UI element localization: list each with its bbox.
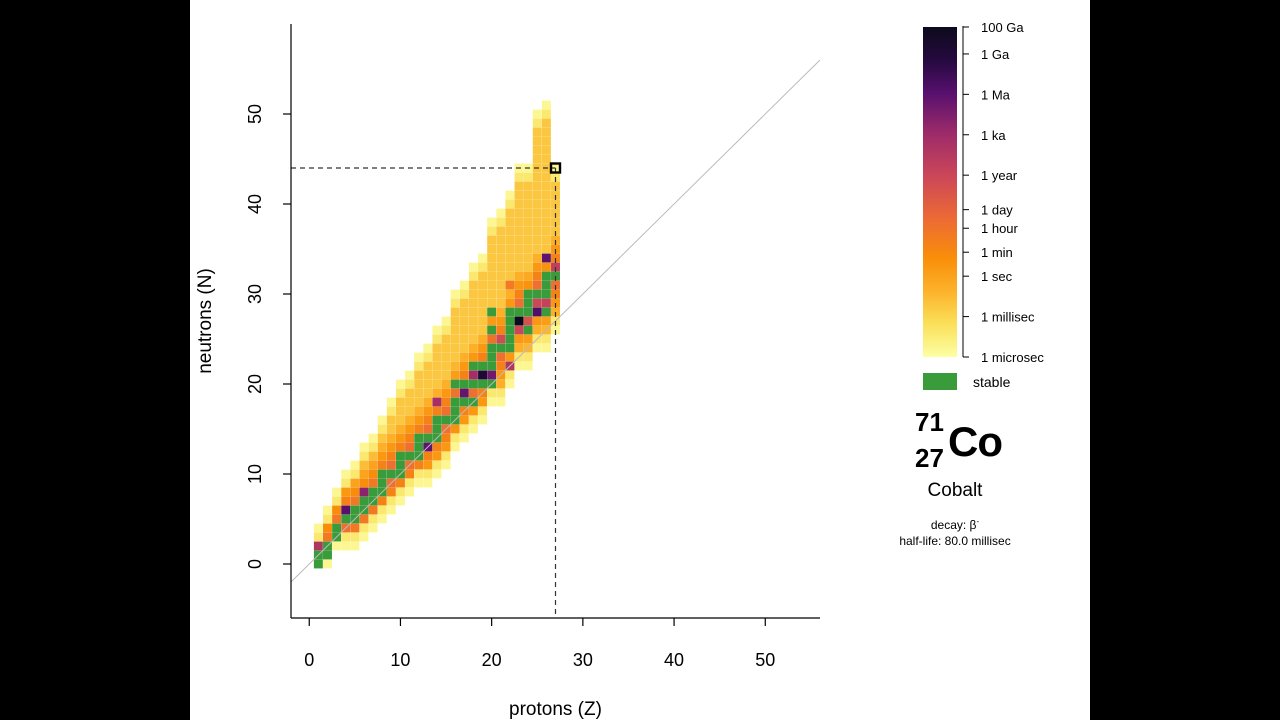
element-name: Cobalt (927, 480, 983, 501)
nuclide-symbol: 71 27 Co (915, 405, 1035, 475)
decay-info: decay: β- half-life: 80.0 millisec (870, 514, 1040, 549)
decay-mode: decay: β- (930, 517, 980, 532)
element-symbol: Co (948, 418, 1003, 465)
mass-number: 71 (915, 407, 944, 437)
plot-background (190, 0, 1090, 720)
atomic-number: 27 (915, 443, 944, 473)
half-life: half-life: 80.0 millisec (899, 534, 1011, 548)
